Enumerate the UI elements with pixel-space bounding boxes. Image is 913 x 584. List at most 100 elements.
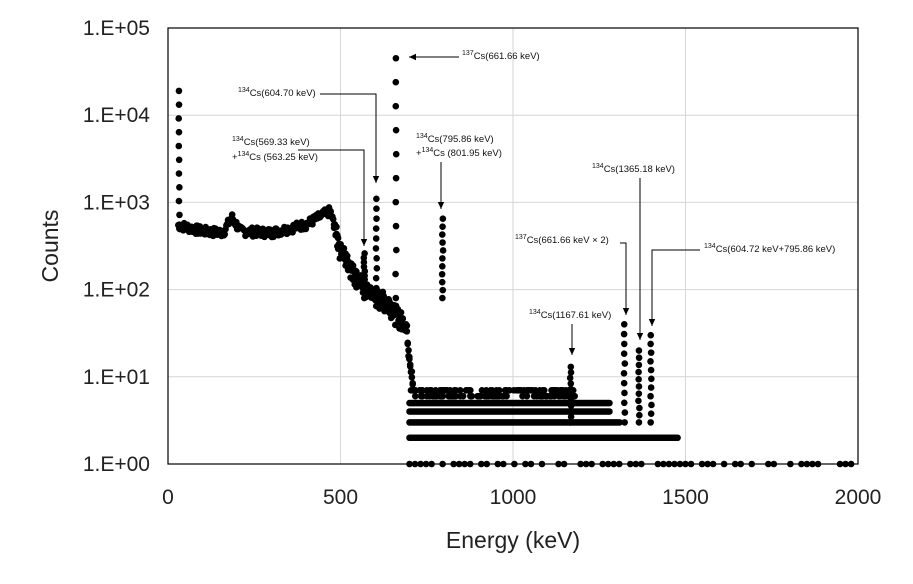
peak-point (635, 383, 643, 390)
count-row-point (616, 419, 623, 426)
peak-point (647, 392, 654, 400)
peak-point (620, 340, 628, 348)
peak-point (439, 223, 446, 230)
arrowhead (568, 348, 576, 355)
peak-point (175, 170, 183, 177)
peak-point (621, 389, 628, 397)
data-point (334, 234, 342, 242)
peak-point (620, 370, 628, 377)
peak-point (620, 379, 628, 387)
x-tick-label: 0 (162, 486, 174, 509)
peak-point (439, 294, 446, 302)
data-point (406, 355, 413, 363)
count-row-point (467, 387, 474, 394)
peak-point (439, 263, 446, 270)
peak-point (372, 225, 380, 232)
peak-point (439, 239, 446, 246)
data-point (409, 381, 416, 388)
arrowhead (636, 333, 644, 340)
peak-point (372, 245, 380, 252)
peak-point (647, 331, 655, 339)
peak-point (647, 410, 655, 417)
peak-point (621, 360, 629, 367)
peak-point (647, 366, 655, 374)
count-row-point (468, 392, 476, 400)
peak-label: 134Cs(604.72 keV+795.86 keV) (704, 243, 835, 255)
data-point (349, 262, 357, 269)
y-tick-label: 1.E+01 (83, 366, 150, 389)
peak-point (647, 340, 654, 348)
arrowhead (409, 53, 416, 61)
annotations: 137Cs(661.66 keV) 134Cs(604.70 keV) 134Cs(… (232, 50, 835, 355)
data-point (399, 315, 407, 322)
y-tick-label: 1.E+02 (83, 279, 150, 302)
peak-point (438, 231, 446, 238)
peak-label: 134Cs(795.86 keV) (416, 133, 494, 145)
peak-point (620, 321, 628, 328)
peak-point (373, 195, 380, 203)
annotation-arrow (320, 93, 377, 183)
count-row-point (459, 392, 467, 400)
y-tick-label: 1.E+04 (83, 104, 150, 127)
peak-point (175, 197, 183, 205)
data-point (404, 340, 412, 348)
annotation-arrow (298, 149, 365, 246)
data-point (397, 309, 405, 316)
peak-label: 137Cs(661.66 keV) (462, 50, 540, 62)
data-point (329, 215, 337, 223)
count-row-point (606, 408, 613, 415)
peak-point (393, 246, 400, 254)
peak-point (372, 274, 380, 282)
peak-point (567, 369, 575, 376)
peak-point (176, 225, 183, 232)
peak-point (636, 411, 643, 419)
peak-point (567, 396, 575, 404)
peak-label-line2: +134Cs (563.25 keV) (232, 151, 318, 163)
count-row-point (503, 392, 510, 400)
peak-point (392, 54, 400, 62)
peak-point (567, 363, 575, 371)
peak-point (647, 419, 654, 426)
peak-point (392, 174, 400, 182)
x-tick-label: 2000 (835, 486, 882, 509)
peak-point (438, 278, 446, 286)
peak-point (361, 250, 368, 257)
peak-point (566, 391, 574, 398)
peak-point (567, 413, 575, 421)
peak-point (620, 350, 628, 358)
data-point (408, 373, 416, 381)
peak-point (439, 286, 447, 294)
peak-point (567, 402, 575, 410)
peak-point (175, 115, 183, 122)
peak-point (635, 361, 643, 369)
peak-point (635, 375, 642, 383)
annotation-arrow (651, 249, 700, 326)
arrowhead (648, 319, 656, 326)
y-axis-title: Counts (37, 210, 63, 283)
peak-point (373, 284, 380, 292)
arrowhead (372, 176, 380, 183)
peak-point (373, 205, 380, 213)
y-tick-label: 1.E+00 (83, 453, 150, 476)
y-tick-label: 1.E+05 (83, 17, 150, 40)
grid (168, 28, 858, 464)
peak-point (635, 368, 642, 376)
peak-annotation: 137Cs(661.66 keV × 2) (515, 234, 630, 315)
x-axis-title: Energy (keV) (446, 527, 580, 553)
count-row-point (523, 392, 531, 400)
data-point (405, 346, 412, 354)
tick-labels: 0 500 1000 1500 2000 1.E+00 1.E+01 1.E+02 1.E+03… (83, 17, 882, 509)
peak-point (620, 399, 628, 407)
peak-point (373, 255, 380, 262)
data-point (309, 221, 316, 228)
count-row-point (439, 392, 447, 400)
peak-point (647, 349, 655, 356)
arrowhead (437, 202, 445, 209)
data-point (403, 328, 411, 335)
peak-point (392, 222, 400, 230)
peak-point (648, 401, 655, 409)
peak-point (175, 87, 183, 95)
peak-point (621, 409, 629, 416)
peak-point (567, 407, 574, 415)
